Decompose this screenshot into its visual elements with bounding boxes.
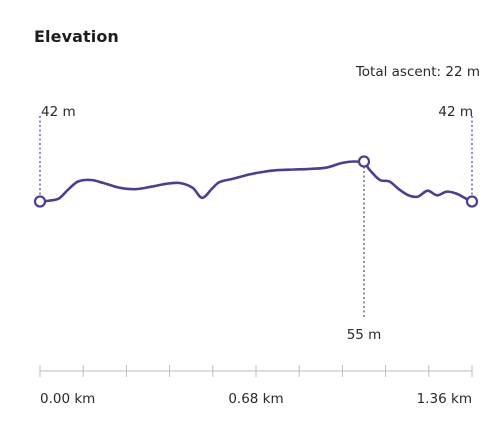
elevation-marker [33, 195, 47, 208]
x-axis [39, 365, 473, 377]
x-tick-label: 0.68 km [228, 391, 283, 407]
x-tick-label: 0.00 km [40, 391, 95, 407]
elevation-marker [357, 155, 371, 168]
panel-title: Elevation [34, 27, 119, 46]
marker-label: 42 m [41, 104, 76, 120]
marker-labels: 42 m 55 m 42 m [41, 104, 473, 343]
marker-guides [39, 116, 473, 318]
total-ascent-label: Total ascent: 22 m [355, 64, 480, 80]
x-tick-labels: 0.00 km 0.68 km 1.36 km [40, 391, 472, 407]
x-tick-label: 1.36 km [417, 391, 472, 407]
marker-label: 42 m [438, 104, 473, 120]
markers [33, 155, 479, 208]
elevation-line[interactable] [38, 160, 474, 203]
elevation-marker [465, 195, 479, 208]
marker-label: 55 m [347, 327, 382, 343]
